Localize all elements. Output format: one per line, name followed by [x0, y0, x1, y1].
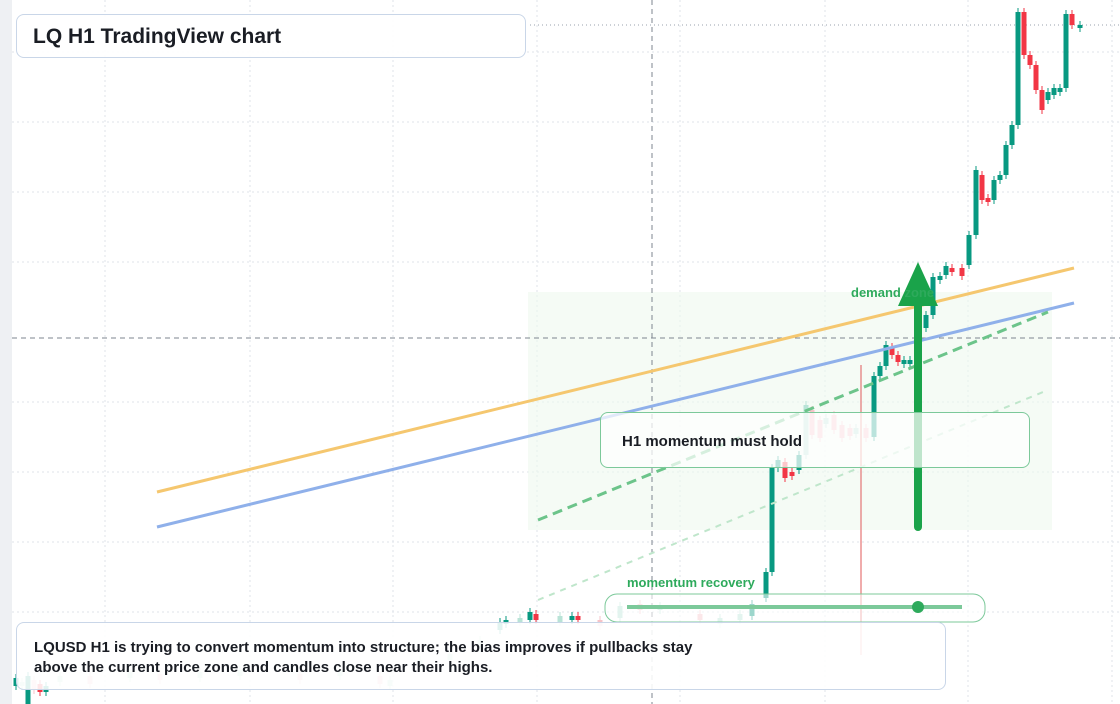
candle-body	[937, 276, 943, 280]
left-edge	[0, 0, 12, 704]
candle-body	[1045, 92, 1051, 100]
candle-body	[901, 360, 907, 364]
candle-body	[1039, 90, 1045, 110]
candle-body	[889, 347, 895, 355]
hold-label: H1 momentum must hold	[622, 433, 803, 450]
candle-body	[789, 472, 795, 476]
hold-panel: H1 momentum must hold	[600, 412, 1030, 468]
candle-body	[1063, 14, 1069, 88]
candle-body	[871, 376, 877, 437]
candle-body	[883, 345, 889, 366]
candle-body	[1015, 12, 1021, 125]
summary-panel: LQUSD H1 is trying to convert momentum i…	[16, 622, 946, 690]
recovery-label: momentum recovery	[627, 575, 755, 590]
candle-body	[966, 235, 972, 265]
candle-body	[1033, 65, 1039, 90]
summary-text: LQUSD H1 is trying to convert momentum i…	[34, 639, 693, 676]
candle-body	[949, 268, 955, 272]
candle-body	[575, 616, 581, 620]
title: LQ H1 TradingView chart	[33, 25, 282, 48]
demand-label: demand zone	[851, 285, 935, 300]
candle-body	[1077, 25, 1083, 28]
candle-body	[25, 676, 31, 704]
recovery-knob	[912, 601, 924, 613]
candle-body	[1021, 12, 1027, 55]
candle-body	[943, 266, 949, 275]
candle-body	[1051, 88, 1057, 95]
candle-body	[973, 170, 979, 235]
candle-body	[517, 618, 523, 622]
candle-body	[557, 616, 563, 622]
candle-body	[1009, 125, 1015, 145]
candle-body	[763, 572, 769, 598]
candle-body	[1057, 88, 1063, 92]
demand-zone-area	[528, 292, 1052, 530]
arrow-head	[898, 262, 938, 306]
candle-body	[907, 360, 913, 364]
candle-body	[991, 180, 997, 200]
candle-body	[923, 315, 929, 328]
candle-body	[533, 614, 539, 620]
candle-body	[997, 175, 1003, 180]
candle-body	[985, 198, 991, 202]
title-panel: LQ H1 TradingView chart	[16, 14, 526, 58]
candle-body	[1069, 14, 1075, 25]
candle-body	[782, 462, 788, 478]
candle-body	[1003, 145, 1009, 175]
candle-body	[979, 175, 985, 200]
candle-body	[1027, 55, 1033, 65]
candle-body	[769, 468, 775, 572]
candle-body	[527, 612, 533, 620]
candle-body	[959, 268, 965, 276]
candle-body	[569, 616, 575, 620]
candle-body	[895, 355, 901, 362]
candle-body	[877, 366, 883, 376]
